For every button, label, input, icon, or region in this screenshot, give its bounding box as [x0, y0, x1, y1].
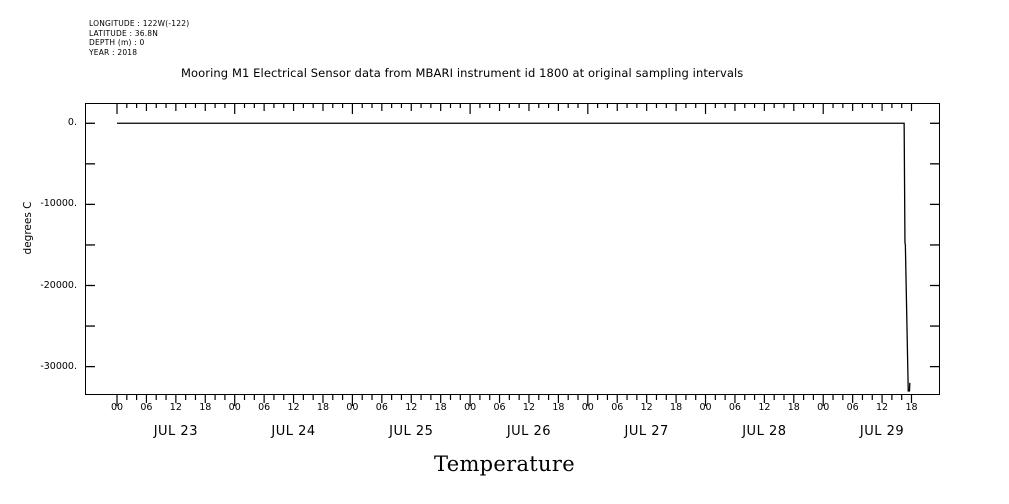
x-axis-hour-label: 06 [258, 402, 271, 413]
x-axis-day-label: JUL 27 [624, 424, 669, 439]
x-axis-hour-label: 18 [552, 402, 565, 413]
y-axis-title: degrees C [22, 201, 34, 255]
station-metadata: LONGITUDE : 122W(-122) LATITUDE : 36.8N … [89, 19, 189, 57]
metadata-depth: DEPTH (m) : 0 [89, 38, 145, 48]
x-axis-hour-label: 18 [905, 402, 918, 413]
x-axis-title: Temperature [434, 452, 575, 476]
x-axis-hour-label: 18 [316, 402, 330, 413]
left-axis-ticks [85, 122, 95, 368]
x-axis-hour-label: 06 [493, 402, 506, 413]
x-axis-day-label: JUL 24 [271, 424, 316, 439]
x-axis-hour-label: 18 [670, 402, 683, 413]
plot-frame [85, 103, 940, 395]
x-axis-hour-label: 06 [140, 402, 153, 413]
metadata-year: YEAR : 2018 [89, 47, 138, 57]
x-axis-hour-label: 12 [522, 402, 535, 413]
x-axis-hour-label: 06 [846, 402, 859, 413]
x-axis-hour-label: 00 [699, 402, 712, 413]
x-axis-hour-label: 12 [287, 402, 300, 413]
right-axis-ticks [930, 122, 940, 368]
x-axis-hour-label: 06 [611, 402, 624, 413]
x-axis-day-label: JUL 26 [506, 424, 552, 439]
x-axis-hour-label: 18 [787, 402, 800, 413]
x-axis-hour-label: 00 [110, 402, 124, 413]
x-axis-day-label: JUL 28 [742, 424, 787, 439]
x-axis-hour-label: 18 [434, 402, 447, 413]
x-axis-hour-label: 18 [199, 402, 212, 413]
x-axis-hour-label: 00 [581, 402, 594, 413]
x-axis-hour-label: 12 [169, 402, 182, 413]
x-axis-hour-label: 12 [758, 402, 771, 413]
top-axis-ticks [116, 103, 913, 114]
y-axis-tick-label: -30000. [40, 360, 77, 372]
bottom-axis-ticks [116, 395, 913, 406]
x-axis-hour-label: 00 [464, 402, 477, 413]
metadata-latitude: LATITUDE : 36.8N [89, 28, 159, 38]
chart-title: Mooring M1 Electrical Sensor data from M… [181, 66, 744, 80]
x-axis-hour-label: 12 [405, 402, 418, 413]
x-axis-hour-label: 12 [640, 402, 653, 413]
temperature-trace [117, 122, 911, 392]
y-axis-tick-label: -20000. [40, 279, 77, 291]
x-axis-hour-label: 00 [346, 402, 359, 413]
x-axis-hour-label: 12 [876, 402, 889, 413]
x-axis-hour-label: 06 [728, 402, 741, 413]
y-axis-tick-label: 0. [67, 117, 77, 129]
y-axis-tick-label: -10000. [40, 198, 77, 210]
x-axis-day-label: JUL 25 [389, 424, 434, 439]
x-axis-day-label: JUL 29 [859, 424, 905, 439]
x-axis-day-label: JUL 23 [153, 424, 198, 439]
x-axis-hour-label: 00 [817, 402, 830, 413]
x-axis-hour-label: 00 [228, 402, 241, 413]
x-axis-hour-label: 06 [375, 402, 388, 413]
metadata-longitude: LONGITUDE : 122W(-122) [89, 19, 190, 28]
